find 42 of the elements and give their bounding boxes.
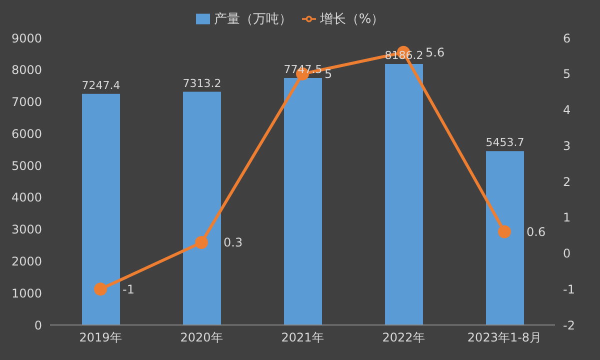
legend-label: 产量（万吨） bbox=[214, 12, 292, 27]
data-label: 5453.7 bbox=[486, 136, 524, 150]
point bbox=[195, 236, 208, 249]
data-label: 0.3 bbox=[224, 236, 243, 250]
y-tick-label: 1000 bbox=[11, 286, 42, 300]
y-tick-label: 4000 bbox=[11, 190, 42, 205]
y2-tick-label: 4 bbox=[563, 103, 571, 118]
data-label: 0.6 bbox=[526, 224, 546, 239]
y2-tick-label: 0 bbox=[563, 246, 571, 261]
y2-tick-label: 2 bbox=[563, 174, 571, 189]
data-label: 5 bbox=[324, 67, 332, 82]
y-tick-label: 9000 bbox=[11, 31, 42, 46]
y2-tick-label: -2 bbox=[563, 318, 575, 332]
x-tick-label: 2020年 bbox=[180, 330, 223, 345]
data-label: 5.6 bbox=[426, 46, 445, 60]
x-tick-label: 2023年1-8月 bbox=[467, 330, 542, 345]
bar bbox=[385, 64, 423, 325]
x-tick-label: 2021年 bbox=[281, 330, 324, 345]
y2-tick-label: 5 bbox=[563, 67, 571, 82]
bar bbox=[82, 94, 120, 325]
y-tick-label: 2000 bbox=[11, 254, 42, 268]
point bbox=[94, 282, 107, 296]
data-label: 7247.4 bbox=[82, 78, 120, 92]
y2-tick-label: 3 bbox=[563, 138, 571, 153]
y-tick-label: 6000 bbox=[11, 126, 42, 141]
y-tick-label: 8000 bbox=[11, 63, 42, 78]
bar bbox=[183, 92, 221, 325]
data-label: 7313.2 bbox=[182, 76, 222, 90]
x-tick-label: 2022年 bbox=[382, 330, 425, 345]
x-tick-label: 2019年 bbox=[79, 330, 122, 345]
point bbox=[498, 225, 511, 238]
y2-tick-label: 1 bbox=[563, 210, 571, 225]
y-tick-label: 7000 bbox=[11, 95, 42, 110]
bar bbox=[284, 78, 322, 325]
y2-tick-label: 6 bbox=[563, 31, 571, 46]
legend-label: 增长（%） bbox=[320, 12, 384, 27]
y-tick-label: 3000 bbox=[11, 222, 42, 237]
y2-tick-label: -1 bbox=[563, 282, 575, 296]
y-tick-label: 0 bbox=[34, 318, 42, 332]
bar bbox=[486, 151, 524, 325]
y-tick-label: 5000 bbox=[11, 158, 42, 173]
data-label: -1 bbox=[122, 282, 134, 296]
